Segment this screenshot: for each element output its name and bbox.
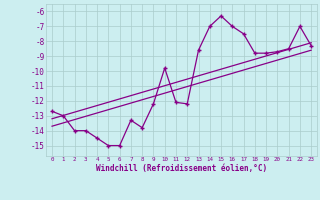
X-axis label: Windchill (Refroidissement éolien,°C): Windchill (Refroidissement éolien,°C) <box>96 164 267 173</box>
